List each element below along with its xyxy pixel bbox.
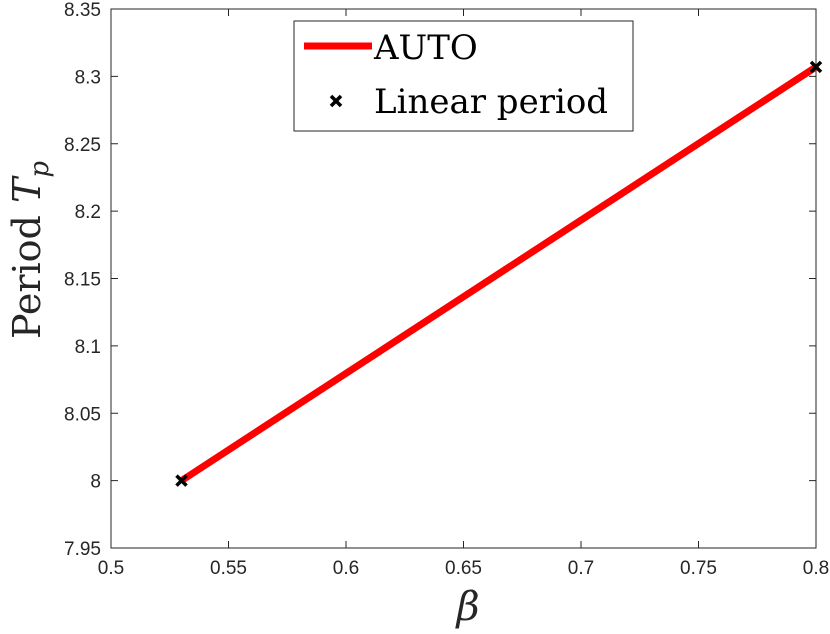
y-axis-label-text: Period (5, 203, 49, 339)
y-tick-label: 8.15 (64, 270, 101, 291)
legend-label-linear-period: Linear period (374, 82, 608, 122)
series-layer (175, 60, 823, 487)
x-tick-label: 0.8 (803, 558, 829, 579)
x-tick-label: 0.6 (333, 558, 359, 579)
y-tick-label: 8.25 (64, 135, 101, 156)
x-tick-label: 0.75 (680, 558, 717, 579)
data-point-stroke (809, 60, 823, 74)
legend: AUTO Linear period (293, 20, 634, 132)
y-tick-label: 8 (90, 472, 101, 493)
legend-marker-linear-period (329, 94, 343, 108)
ticks-layer: 0.5 0.55 0.6 0.65 0.7 0.75 0.8 7.95 8 8.05 8.1 8.15… (64, 0, 829, 579)
series-line-auto (179, 64, 818, 484)
data-point-linear-period (809, 60, 823, 74)
x-tick-label: 0.65 (445, 558, 482, 579)
x-axis-label: β (454, 584, 479, 630)
y-tick-label: 8.2 (75, 202, 101, 223)
y-tick-label: 8.1 (75, 337, 101, 358)
y-axis-label-symbol: T (5, 175, 49, 203)
x-tick-label: 0.7 (568, 558, 594, 579)
data-point-stroke (175, 474, 188, 487)
legend-box (293, 20, 634, 132)
legend-label-auto: AUTO (373, 28, 478, 68)
x-tick-label: 0.5 (98, 558, 124, 579)
y-tick-label: 8.35 (64, 0, 101, 21)
y-axis-label-subscript: p (25, 161, 55, 178)
data-point-linear-period (175, 474, 188, 487)
x-tick-label: 0.55 (210, 558, 247, 579)
y-tick-label: 8.3 (75, 67, 101, 88)
y-tick-label: 8.05 (64, 404, 101, 425)
y-axis-label: Period Tp (5, 161, 55, 339)
y-tick-label: 7.95 (64, 539, 101, 560)
